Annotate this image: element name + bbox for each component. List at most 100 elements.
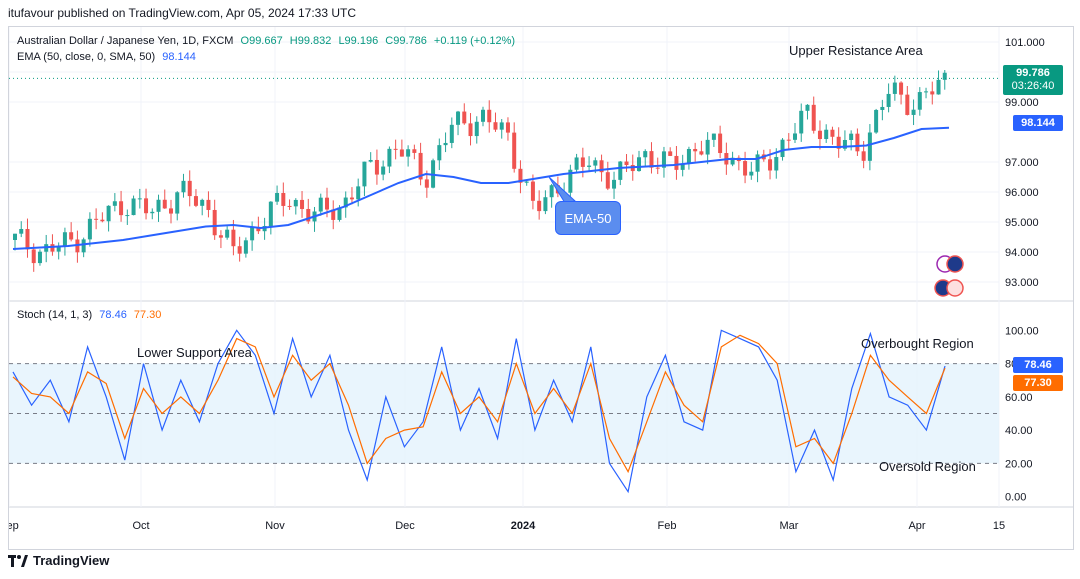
candle-body: [362, 161, 367, 187]
candle-body: [930, 91, 935, 95]
oversold-note: Oversold Region: [879, 459, 976, 474]
candle-body: [256, 227, 261, 232]
stoch-tick-label: 40.00: [1005, 425, 1033, 437]
candle-body: [836, 136, 841, 149]
candle-body: [19, 229, 24, 234]
candle-body: [306, 208, 311, 222]
ema-value: 98.144: [162, 51, 196, 63]
chart-canvas[interactable]: 101.000100.00099.00097.00096.00095.00094…: [9, 27, 1073, 549]
candle-body: [730, 157, 735, 165]
open-value: O99.667: [240, 35, 283, 47]
candle-body: [942, 72, 947, 80]
price-tick-label: 97.000: [1005, 157, 1039, 169]
price-tick-label: 94.000: [1005, 247, 1039, 259]
candle-body: [481, 109, 485, 122]
candle-body: [443, 142, 448, 146]
low-value: L99.196: [338, 35, 379, 47]
brand-name: TradingView: [33, 553, 110, 568]
candle-body: [780, 139, 785, 158]
countdown-value: 03:26:40: [1011, 80, 1055, 92]
candle-body: [399, 149, 404, 157]
candle-body: [786, 139, 791, 141]
candle-body: [250, 227, 255, 241]
candle-body: [237, 246, 242, 254]
stoch-legend: Stoch (14, 1, 3) 78.46 77.30: [17, 309, 165, 321]
candle-body: [412, 149, 417, 153]
price-tag-value: 99.786: [1016, 67, 1050, 79]
price-tick-label: 95.000: [1005, 217, 1039, 229]
time-tick-label: Oct: [132, 520, 149, 532]
candle-body: [593, 160, 598, 166]
price-tick-label: 96.000: [1005, 187, 1039, 199]
candle-body: [406, 149, 411, 157]
candle-body: [181, 180, 186, 193]
candle-body: [468, 123, 473, 137]
candle-body: [793, 133, 797, 140]
candle-body: [318, 197, 323, 212]
candle-body: [911, 109, 916, 115]
candle-body: [892, 82, 897, 94]
candle-body: [281, 192, 286, 206]
candle-body: [587, 165, 592, 167]
stoch-tick-label: 100.00: [1005, 325, 1039, 337]
candle-body: [487, 109, 492, 123]
candle-body: [25, 229, 30, 250]
stoch-d-line: [12, 334, 946, 474]
candle-body: [231, 229, 236, 247]
candle-body: [674, 155, 679, 170]
candle-body: [543, 197, 548, 212]
candle-body: [499, 122, 504, 130]
time-tick-label: Apr: [908, 520, 925, 532]
candle-body: [505, 122, 510, 133]
time-tick-label: Dec: [395, 520, 415, 532]
candle-body: [218, 235, 223, 238]
candle-body: [200, 199, 205, 206]
candle-body: [668, 151, 673, 156]
chart-frame: 101.000100.00099.00097.00096.00095.00094…: [8, 26, 1074, 550]
candle-body: [512, 132, 517, 169]
candle-body: [437, 145, 442, 161]
candle-body: [381, 166, 386, 175]
candle-body: [874, 109, 879, 133]
ema-tag: 98.144: [1013, 115, 1063, 131]
candle-body: [655, 167, 660, 169]
upper-resistance-note: Upper Resistance Area: [789, 43, 923, 58]
candle-body: [842, 140, 847, 149]
price-tick-label: 101.000: [1005, 37, 1045, 49]
stoch-d-tag: 77.30: [1013, 375, 1063, 391]
candle-body: [50, 244, 55, 252]
candle-body: [605, 172, 610, 189]
publisher-header: itufavour published on TradingView.com, …: [8, 6, 356, 20]
candle-body: [768, 159, 773, 171]
close-value: C99.786: [385, 35, 427, 47]
candle-body: [331, 209, 336, 220]
candle-body: [599, 160, 604, 173]
candle-body: [13, 233, 17, 240]
tradingview-logo-icon: [8, 554, 28, 567]
candle-body: [537, 200, 542, 212]
candle-body: [162, 199, 167, 209]
candle-body: [187, 180, 192, 197]
candle-body: [368, 159, 373, 162]
symbol-label: Australian Dollar / Japanese Yen, 1D, FX…: [17, 35, 234, 47]
candle-body: [418, 152, 423, 180]
candle-body: [867, 132, 872, 161]
candle-body: [861, 151, 866, 161]
candle-body: [56, 246, 61, 252]
candle-body: [711, 133, 716, 140]
candle-body: [94, 218, 99, 220]
candle-body: [81, 239, 86, 253]
candle-body: [618, 161, 623, 180]
candle-body: [343, 197, 348, 208]
candle-body: [212, 209, 217, 236]
stoch-label: Stoch (14, 1, 3): [17, 309, 93, 321]
candle-body: [337, 207, 342, 220]
candle-body: [899, 82, 904, 95]
candle-body: [743, 161, 748, 176]
candle-body: [817, 130, 822, 140]
stoch-d-value: 77.30: [133, 309, 162, 321]
candle-body: [268, 201, 273, 227]
stoch-k-value: 78.46: [99, 309, 127, 321]
candle-body: [387, 148, 392, 167]
candle-body: [356, 186, 361, 200]
